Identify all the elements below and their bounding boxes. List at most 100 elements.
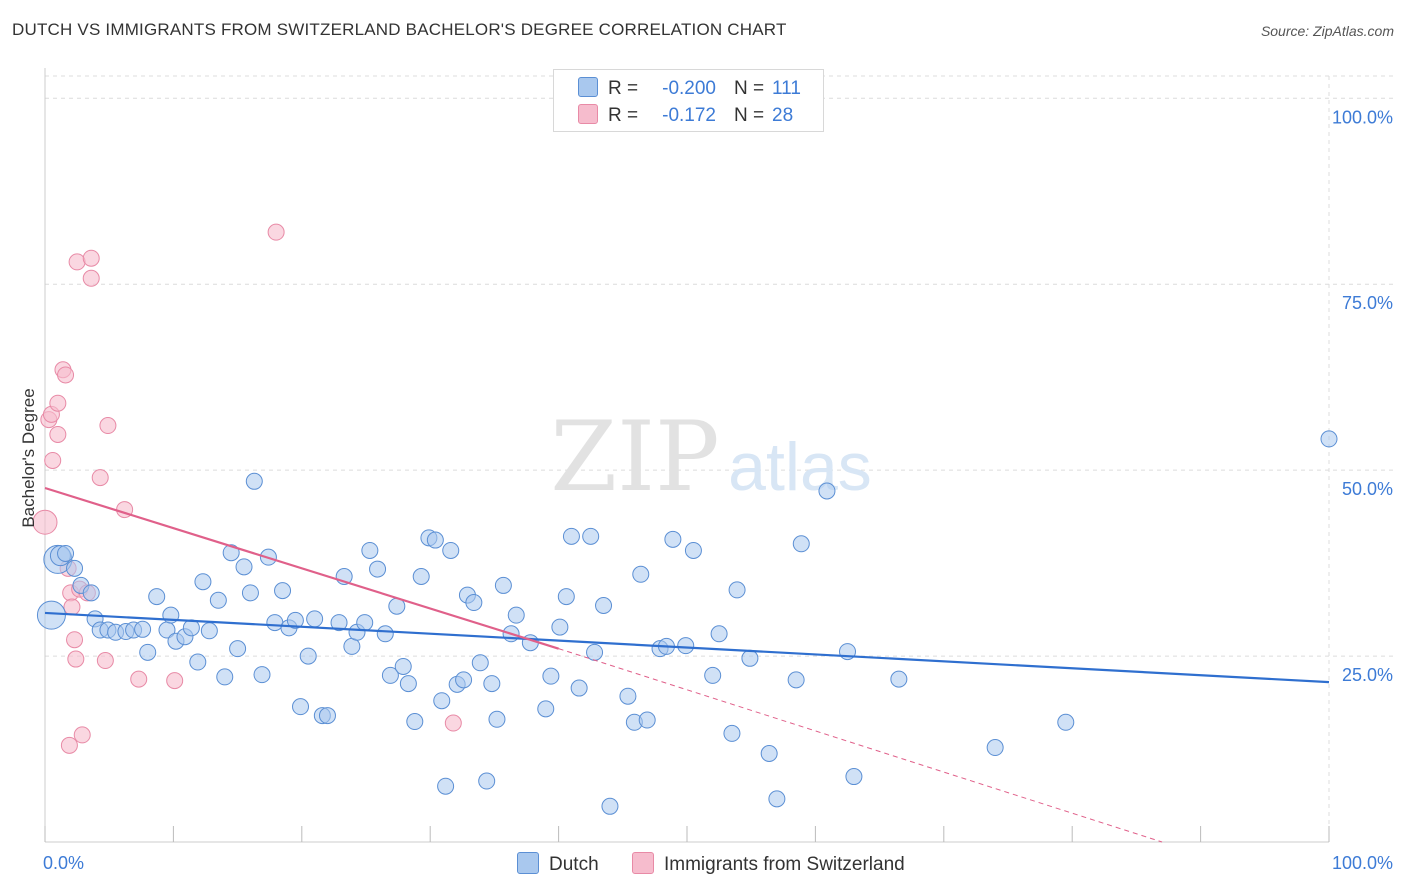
legend-item-swiss: Immigrants from Switzerland [632,852,905,876]
dutch-point [465,594,483,612]
dutch-point [82,584,100,602]
y-tick-labels: 25.0% 50.0% 75.0% 100.0% [1332,107,1393,685]
swiss-point [166,672,184,690]
dutch-point [292,698,310,716]
dutch-point [361,541,379,559]
dutch-point [542,667,560,685]
dutch-point [787,671,805,689]
dutch-point [299,647,317,665]
dutch-point [189,653,207,671]
dutch-point [266,614,284,632]
dutch-point [632,565,650,583]
dutch-point [36,600,66,630]
dutch-point [330,614,348,632]
dutch-point [426,531,444,549]
dutch-point [433,692,451,710]
dutch-point [57,544,75,562]
dutch-point [551,618,569,636]
dutch-point [134,620,152,638]
dutch-point [148,588,166,606]
dutch-point [710,625,728,643]
dutch-point [376,625,394,643]
y-tick-label: 25.0% [1342,665,1393,685]
dutch-point [582,527,600,545]
swiss-point [44,451,62,469]
x-tick-label-start: 0.0% [43,853,84,873]
dutch-point [557,588,575,606]
dutch-point [399,675,417,693]
swiss-point [82,249,100,267]
dutch-point [595,597,613,615]
legend-swiss-label: Immigrants from Switzerland [664,854,905,875]
swiss-point [66,631,84,649]
dutch-point [437,777,455,795]
swiss-point [444,714,462,732]
swiss-point [60,736,78,754]
dutch-point [406,713,424,731]
swiss-point [67,650,85,668]
dutch-point [286,611,304,629]
dutch-point [845,768,863,786]
dutch-point [274,582,292,600]
dutch-point [562,527,580,545]
chart-source: Source: ZipAtlas.com [1260,23,1394,39]
dutch-point [704,666,722,684]
dutch-point [442,541,460,559]
dutch-point [664,530,682,548]
dutch-r-value: -0.200 [662,78,716,99]
dutch-point [792,535,810,553]
dutch-r-label: R = [608,78,639,99]
y-tick-label: 100.0% [1332,107,1393,127]
chart-title: DUTCH VS IMMIGRANTS FROM SWITZERLAND BAC… [12,20,787,39]
swiss-r-value: -0.172 [662,105,716,126]
swiss-point [73,726,91,744]
dutch-point [455,671,473,689]
dutch-point [229,640,247,658]
dutch-point [638,711,656,729]
dutch-point [818,482,836,500]
dutch-point [890,670,908,688]
swiss-point [32,509,58,535]
swiss-n-value: 28 [772,105,794,126]
swiss-n-label: N = [734,105,765,126]
dutch-point [483,675,501,693]
dutch-swatch [578,77,598,97]
swiss-point [82,269,100,287]
dutch-trendline [44,611,1330,684]
dutch-point [306,610,324,628]
dutch-point [253,666,271,684]
dutch-point [1057,713,1075,731]
legend-swiss-swatch [632,852,654,874]
y-tick-label: 50.0% [1342,479,1393,499]
dutch-point [412,568,430,586]
swiss-point [96,652,114,670]
swiss-swatch [578,104,598,124]
dutch-n-label: N = [734,78,765,99]
x-tick-label-end: 100.0% [1332,853,1393,873]
dutch-point [684,541,702,559]
dutch-point [369,560,387,578]
dutch-point [760,745,778,763]
y-axis-label: Bachelor's Degree [19,388,38,527]
dutch-point [394,657,412,675]
dutch-point [1320,430,1338,448]
dutch-point [241,584,259,602]
swiss-point [57,366,75,384]
dutch-point [537,700,555,718]
legend-item-dutch: Dutch [517,852,599,876]
swiss-trendline-extension [558,648,1163,843]
grid-lines [45,75,1395,842]
legend-row-swiss: R = -0.172 N = 28 [578,104,793,127]
swiss-point [99,417,117,435]
dutch-point [245,472,263,490]
stats-legend: R = -0.200 N = 111 R = -0.172 N = 28 [553,69,824,132]
swiss-point [63,598,81,616]
watermark-atlas: atlas [728,429,872,505]
dutch-point [601,797,619,815]
dutch-point [986,739,1004,757]
dutch-point [318,707,336,725]
swiss-r-label: R = [608,105,639,126]
dutch-point [471,654,489,672]
dutch-point [507,606,525,624]
